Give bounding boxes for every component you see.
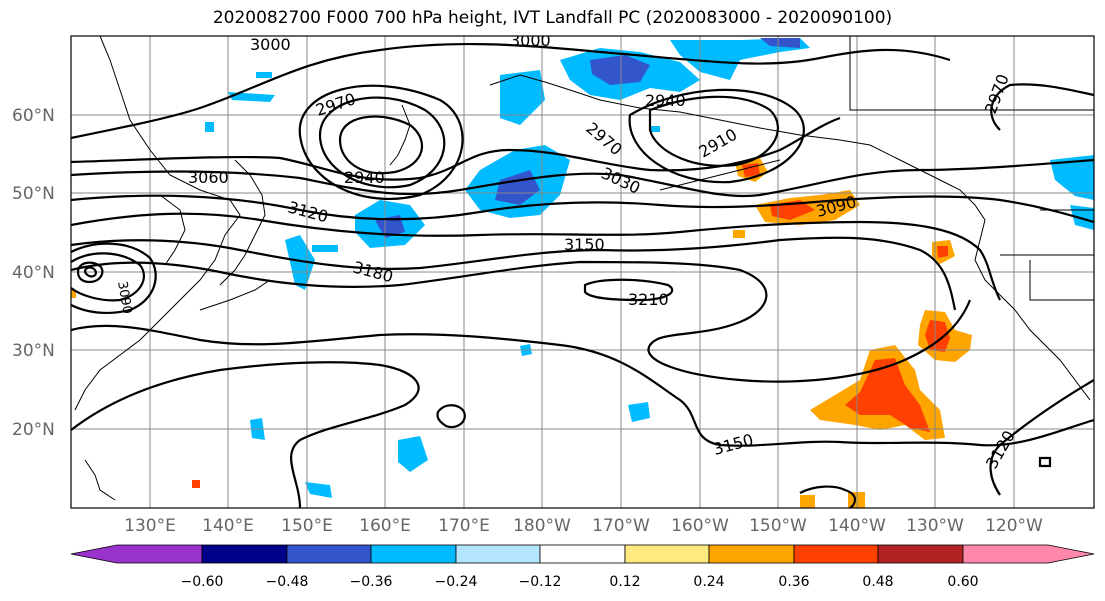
- lon-label-150w: 150°W: [749, 516, 807, 536]
- lon-label-130e: 130°E: [124, 516, 176, 536]
- lon-label-170e: 170°E: [438, 516, 490, 536]
- lat-label-40n: 40°N: [12, 263, 55, 283]
- colorbar-segment: [201, 544, 288, 564]
- contour-label: 3150: [564, 235, 605, 254]
- colorbar-tick-label: −0.48: [266, 574, 309, 590]
- map-panel: 3000 3000 2970 2940 2940 2970 2910 3060 …: [71, 31, 1094, 508]
- colorbar-segment: [877, 544, 964, 564]
- coastlines: [74, 36, 1094, 501]
- colorbar-tick-label: 0.24: [693, 574, 724, 590]
- lon-label-140e: 140°E: [202, 516, 254, 536]
- colorbar-segment: [455, 544, 541, 564]
- contour-label: 3000: [250, 35, 291, 54]
- lon-label-170w: 170°W: [592, 516, 650, 536]
- colorbar-segment: [70, 544, 203, 564]
- colorbar-segment: [793, 544, 879, 564]
- colorbar-tick-label: −0.36: [350, 574, 393, 590]
- contour-label: 3210: [628, 290, 669, 309]
- lat-label-60n: 60°N: [12, 106, 55, 126]
- height-contours: [71, 42, 1094, 508]
- colorbar: −0.60 −0.48 −0.36 −0.24 −0.12 0.12 0.24 …: [70, 544, 1095, 590]
- contour-label: 2940: [344, 168, 385, 187]
- contour-label: 2940: [645, 91, 686, 110]
- graticule: [71, 36, 1094, 508]
- lat-label-50n: 50°N: [12, 184, 55, 204]
- map-title: 2020082700 F000 700 hPa height, IVT Land…: [212, 8, 893, 28]
- lon-label-150e: 150°E: [281, 516, 333, 536]
- colorbar-segment: [539, 544, 626, 564]
- lon-label-120w: 120°W: [985, 516, 1043, 536]
- lon-label-160e: 160°E: [359, 516, 411, 536]
- colorbar-tick-label: 0.12: [609, 574, 640, 590]
- lon-label-180w: 180°W: [513, 516, 571, 536]
- colorbar-segment: [708, 544, 795, 564]
- colorbar-tick-label: −0.60: [181, 574, 224, 590]
- contour-label: 3000: [510, 31, 551, 50]
- colorbar-tick-label: 0.60: [947, 574, 978, 590]
- map-frame: [70, 35, 1095, 509]
- colorbar-segment: [370, 544, 457, 564]
- lat-label-30n: 30°N: [12, 341, 55, 361]
- contour-label: 3060: [188, 168, 229, 187]
- colorbar-tick-label: 0.48: [862, 574, 893, 590]
- colorbar-tick-label: −0.12: [519, 574, 562, 590]
- lat-label-20n: 20°N: [12, 420, 55, 440]
- colorbar-segment: [624, 544, 710, 564]
- colorbar-segment: [286, 544, 372, 564]
- contour-label: 3090: [114, 280, 135, 315]
- colorbar-tick-label: 0.36: [778, 574, 809, 590]
- longitude-labels: 130°E 140°E 150°E 160°E 170°E 180°W 170°…: [124, 516, 1043, 536]
- latitude-labels: 60°N 50°N 40°N 30°N 20°N: [12, 106, 55, 440]
- colorbar-segment: [962, 544, 1095, 564]
- colorbar-tick-label: −0.24: [435, 574, 478, 590]
- lon-label-130w: 130°W: [906, 516, 964, 536]
- lon-label-160w: 160°W: [671, 516, 729, 536]
- lon-label-140w: 140°W: [828, 516, 886, 536]
